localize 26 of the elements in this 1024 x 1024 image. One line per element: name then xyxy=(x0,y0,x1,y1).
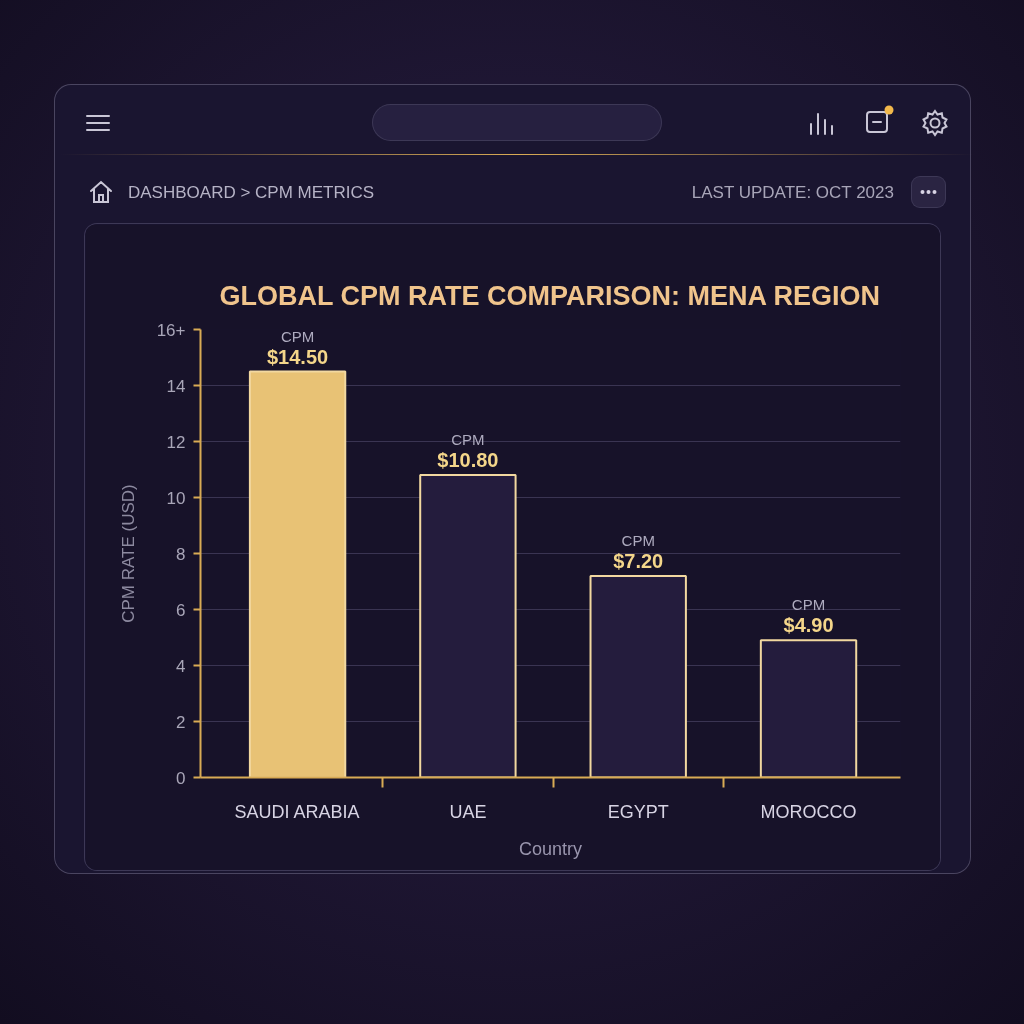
x-axis-title: Country xyxy=(518,838,583,859)
y-tick-label: 14 xyxy=(166,376,186,396)
data-label: CPM $14.50 xyxy=(266,327,329,368)
bar xyxy=(419,474,517,778)
y-tick-label: 8 xyxy=(176,544,186,564)
y-tick-label: 0 xyxy=(176,768,186,788)
y-tick-label: 6 xyxy=(176,600,186,620)
y-axis-title: CPM RATE (USD) xyxy=(118,484,138,623)
y-tick-label: 2 xyxy=(176,712,186,732)
data-label: CPM $10.80 xyxy=(437,431,499,472)
y-tick-label: 4 xyxy=(176,656,186,676)
x-tick-label: MOROCCO xyxy=(760,801,857,822)
bar xyxy=(759,639,858,778)
data-label: CPM $7.20 xyxy=(613,531,664,572)
y-tick-label: 10 xyxy=(166,488,186,508)
x-tick-label: EGYPT xyxy=(607,801,669,822)
bar xyxy=(248,370,347,778)
bar xyxy=(589,574,687,778)
text: DASHBOARD > CPM METRICS xyxy=(128,182,375,204)
y-tick-label: 12 xyxy=(166,432,186,452)
x-tick-label: SAUDI ARABIA xyxy=(234,801,360,822)
y-tick-label: 16+ xyxy=(156,320,186,340)
data-label: CPM $4.90 xyxy=(783,596,834,637)
chart-title: GLOBAL CPM RATE COMPARISON: MENA REGION xyxy=(219,280,881,311)
text: LAST UPDATE: OCT 2023 xyxy=(691,182,894,204)
x-tick-label: UAE xyxy=(449,801,487,822)
